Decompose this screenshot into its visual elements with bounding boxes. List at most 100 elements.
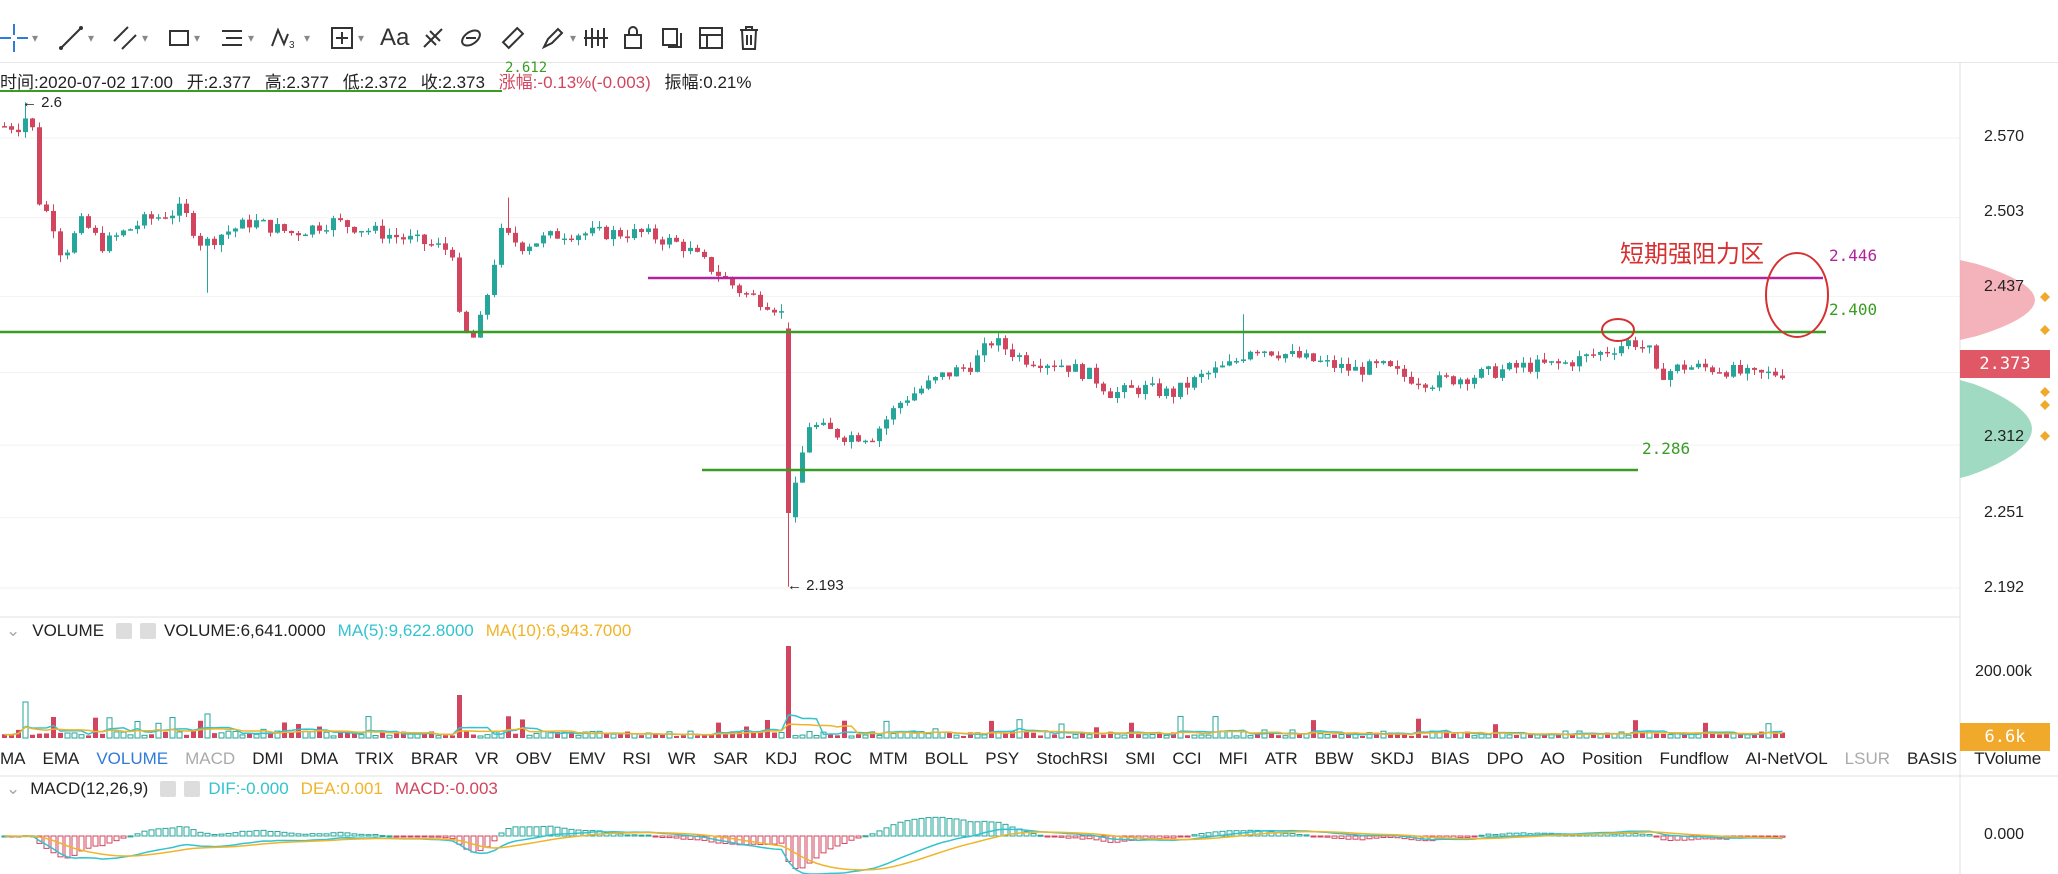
volume-bar: [513, 733, 518, 738]
fib-wave-icon[interactable]: 3 ▾: [270, 18, 310, 58]
rectangle-icon[interactable]: ▾: [168, 18, 200, 58]
pattern-icon[interactable]: [582, 18, 610, 58]
indicator-tab-skdj[interactable]: SKDJ: [1370, 749, 1414, 768]
indicator-tab-smi[interactable]: SMI: [1125, 749, 1156, 768]
line-icon[interactable]: ▾: [58, 18, 94, 58]
macd-bar: [1002, 823, 1009, 837]
indicator-tab-stochrsi[interactable]: StochRSI: [1036, 749, 1109, 768]
copy-icon[interactable]: [660, 18, 684, 58]
price-tick-3: 2.437: [1984, 278, 2025, 295]
indicator-tab-obv[interactable]: OBV: [515, 749, 552, 768]
indicator-tab-brar[interactable]: BRAR: [410, 749, 459, 768]
indicator-tab-atr[interactable]: ATR: [1264, 749, 1298, 768]
lock-icon[interactable]: [622, 18, 644, 58]
indicator-tab-basis[interactable]: BASIS: [1907, 749, 1958, 768]
settings-icon[interactable]: [160, 781, 177, 797]
collapse-icon[interactable]: ⌄: [6, 779, 21, 798]
macd-bar: [1044, 835, 1051, 838]
candle-body: [184, 203, 189, 214]
candle-body: [457, 257, 462, 312]
candle-body: [1626, 340, 1631, 347]
horizontal-lines-icon[interactable]: ▾: [220, 18, 254, 58]
volume-tick: 200.00k: [1975, 663, 2032, 680]
trash-icon[interactable]: [738, 18, 760, 58]
macd-bar: [722, 835, 729, 845]
indicator-tab-emv[interactable]: EMV: [568, 749, 606, 768]
macd-bar: [967, 821, 974, 837]
settings-icon[interactable]: [116, 623, 133, 639]
indicator-tab-mfi[interactable]: MFI: [1218, 749, 1248, 768]
brush-icon[interactable]: [420, 18, 446, 58]
volume-bar: [1556, 734, 1561, 738]
template-icon[interactable]: [698, 18, 724, 58]
macd-bar: [911, 818, 918, 837]
candle-body: [926, 380, 931, 389]
indicator-tab-lsur[interactable]: LSUR: [1844, 749, 1891, 768]
erase-shape-icon[interactable]: [458, 18, 484, 58]
candle-body: [135, 225, 140, 230]
indicator-tab-macd[interactable]: MACD: [185, 749, 236, 768]
indicator-tab-volume[interactable]: VOLUME: [96, 749, 169, 768]
alert-diamond[interactable]: [2040, 431, 2050, 441]
indicator-tab-boll[interactable]: BOLL: [924, 749, 969, 768]
macd-bar: [442, 835, 449, 839]
indicator-tab-dpo[interactable]: DPO: [1486, 749, 1524, 768]
indicator-tab-bbw[interactable]: BBW: [1314, 749, 1354, 768]
measure-icon[interactable]: ▾: [330, 18, 364, 58]
indicator-tab-ma[interactable]: MA: [0, 749, 26, 768]
alert-diamond[interactable]: [2040, 292, 2050, 302]
indicator-tab-ao[interactable]: AO: [1540, 749, 1565, 768]
candle-body: [149, 214, 154, 219]
volume-bar: [1101, 734, 1106, 738]
indicator-tab-sar[interactable]: SAR: [713, 749, 749, 768]
indicator-tab-ai-netvol[interactable]: AI-NetVOL: [1745, 749, 1828, 768]
candle-body: [1206, 372, 1211, 375]
min-price-value: 2.193: [806, 577, 844, 594]
parallel-channel-icon[interactable]: ▾: [112, 18, 148, 58]
collapse-icon[interactable]: ⌄: [6, 621, 21, 640]
candle-body: [338, 218, 343, 221]
candle-body: [233, 228, 238, 232]
indicator-tab-rsi[interactable]: RSI: [622, 749, 651, 768]
indicator-tab-position[interactable]: Position: [1582, 749, 1643, 768]
volume-bar: [429, 731, 434, 738]
indicator-tab-vr[interactable]: VR: [475, 749, 499, 768]
indicator-tab-fundflow[interactable]: Fundflow: [1659, 749, 1729, 768]
macd-bar: [330, 832, 337, 837]
indicator-tab-kdj[interactable]: KDJ: [765, 749, 798, 768]
candle-body: [1500, 369, 1505, 378]
crosshair-icon[interactable]: ▾: [0, 18, 38, 58]
candle-body: [821, 422, 826, 425]
volume-bar: [1661, 733, 1666, 738]
candle-body: [443, 243, 448, 250]
indicator-tab-mtm[interactable]: MTM: [869, 749, 908, 768]
alert-diamond[interactable]: [2040, 325, 2050, 335]
alert-diamond[interactable]: [2040, 400, 2050, 410]
macd-bar: [358, 833, 365, 837]
macd-bar: [533, 826, 540, 837]
volume-bar: [709, 734, 714, 738]
candle-body: [492, 264, 497, 296]
pen-icon[interactable]: ▾: [540, 18, 576, 58]
indicator-tab-dma[interactable]: DMA: [300, 749, 339, 768]
candle-body: [1556, 361, 1561, 364]
text-icon[interactable]: Aa: [380, 18, 409, 58]
indicator-tab-tvolume[interactable]: TVolume: [1974, 749, 2042, 768]
close-icon[interactable]: [184, 781, 201, 797]
indicator-tab-roc[interactable]: ROC: [814, 749, 853, 768]
indicator-tab-bias[interactable]: BIAS: [1430, 749, 1470, 768]
indicator-tab-dmi[interactable]: DMI: [252, 749, 284, 768]
indicator-tab-cci[interactable]: CCI: [1172, 749, 1202, 768]
close-icon[interactable]: [140, 623, 157, 639]
alert-diamond[interactable]: [2040, 387, 2050, 397]
indicator-tab-ema[interactable]: EMA: [42, 749, 80, 768]
volume-bar: [653, 733, 658, 738]
macd-bar: [1660, 835, 1667, 841]
indicator-tab-wr[interactable]: WR: [667, 749, 697, 768]
indicator-tab-psy[interactable]: PSY: [985, 749, 1020, 768]
volume-bar: [120, 731, 127, 739]
volume-bar: [1205, 734, 1212, 739]
ruler-icon[interactable]: [500, 18, 526, 58]
indicator-tab-trix[interactable]: TRIX: [355, 749, 394, 768]
